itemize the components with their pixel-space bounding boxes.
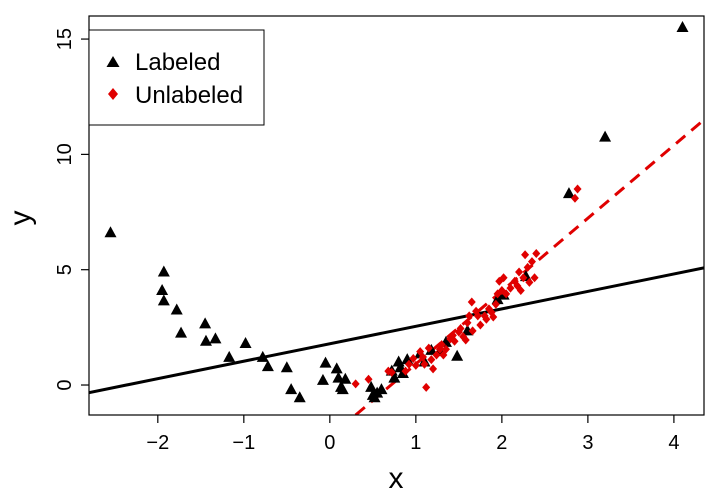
y-tick-label: 5 [54, 264, 76, 275]
labeled-point [285, 383, 298, 395]
data-points [104, 21, 689, 403]
unlabeled-point [401, 366, 410, 376]
unlabeled-point [411, 360, 420, 370]
labeled-point [330, 362, 343, 374]
x-tick-label: 3 [582, 432, 593, 454]
labeled-point [375, 383, 388, 395]
labeled-point [336, 383, 349, 395]
labeled-point [104, 226, 117, 238]
x-tick-label: 4 [668, 432, 679, 454]
labeled-point [339, 372, 352, 384]
unlabeled-point [429, 364, 438, 374]
labeled-point [209, 332, 222, 344]
labeled-point [157, 265, 170, 277]
legend-diamond-icon [108, 88, 118, 100]
labeled-point [223, 350, 236, 362]
labeled-point [157, 294, 170, 306]
unlabeled-point [525, 277, 534, 287]
labeled-point [261, 360, 274, 372]
labeled-point [316, 373, 329, 385]
unlabeled-point [516, 285, 525, 295]
y-tick-label: 0 [54, 379, 76, 390]
unlabeled-point [424, 343, 433, 353]
unlabeled-point [506, 283, 515, 293]
x-tick-label: 1 [410, 432, 421, 454]
y-tick-label: 10 [54, 143, 76, 165]
labeled-point [293, 391, 306, 403]
unlabeled-point [387, 367, 396, 377]
labeled-point [562, 187, 575, 199]
labeled-point [332, 371, 345, 383]
legend-label-labeled: Labeled [135, 49, 220, 76]
labeled-point [239, 337, 252, 349]
unlabeled-point [456, 324, 465, 334]
legend: Labeled Unlabeled [88, 29, 265, 126]
unlabeled-point [476, 320, 485, 330]
x-tick-label: −1 [232, 432, 255, 454]
unlabeled-point [530, 273, 539, 283]
unlabeled-point [527, 257, 536, 267]
labeled-fit-line [89, 266, 704, 395]
unlabeled-point [521, 250, 530, 260]
labeled-point [170, 303, 183, 315]
labeled-point [280, 361, 293, 373]
labeled-point [388, 371, 401, 383]
legend-triangle-icon [106, 56, 120, 67]
y-tick-label: 15 [54, 28, 76, 50]
y-axis-title: y [4, 211, 37, 226]
unlabeled-point [467, 297, 476, 307]
unlabeled-point [468, 326, 477, 336]
plot-frame [88, 15, 705, 416]
unlabeled-point [351, 379, 360, 389]
unlabeled-point [502, 289, 511, 299]
labeled-point [319, 356, 332, 368]
unlabeled-point [473, 311, 482, 321]
unlabeled-point [570, 193, 579, 203]
unlabeled-point [523, 262, 532, 272]
labeled-point [256, 350, 269, 362]
unlabeled-point [465, 311, 474, 321]
labeled-point [156, 283, 169, 295]
x-axis-title: x [389, 462, 404, 495]
unlabeled-point [432, 350, 441, 360]
labeled-point [451, 349, 464, 361]
unlabeled-point [489, 312, 498, 322]
unlabeled-point [463, 318, 472, 328]
unlabeled-point [491, 299, 500, 309]
unlabeled-point [450, 336, 459, 346]
labeled-point [599, 130, 612, 142]
unlabeled-point [515, 267, 524, 277]
x-axis: −2 −1 0 1 2 3 4 [146, 415, 679, 454]
y-axis: 0 5 10 15 [54, 28, 89, 391]
unlabeled-point [418, 352, 427, 362]
unlabeled-point [461, 335, 470, 345]
unlabeled-point [364, 374, 373, 384]
unlabeled-point [499, 273, 508, 283]
labeled-point [365, 380, 378, 392]
legend-label-unlabeled: Unlabeled [135, 82, 243, 109]
unlabeled-point [437, 340, 446, 350]
x-tick-label: 0 [324, 432, 335, 454]
unlabeled-point [532, 249, 541, 259]
unlabeled-point [422, 382, 431, 392]
labeled-point [676, 21, 689, 33]
labeled-point [199, 334, 212, 346]
unlabeled-point [404, 359, 413, 369]
unlabeled-point [519, 273, 528, 283]
unlabeled-point [573, 184, 582, 194]
unlabeled-point [420, 359, 429, 369]
x-tick-label: −2 [146, 432, 169, 454]
unlabeled-point [441, 344, 450, 354]
unlabeled-point [427, 355, 436, 365]
unlabeled-point [409, 353, 418, 363]
x-tick-label: 2 [496, 432, 507, 454]
labeled-point [175, 326, 188, 338]
legend-box [88, 29, 265, 126]
labeled-point [199, 317, 212, 329]
unlabeled-point [482, 314, 491, 324]
